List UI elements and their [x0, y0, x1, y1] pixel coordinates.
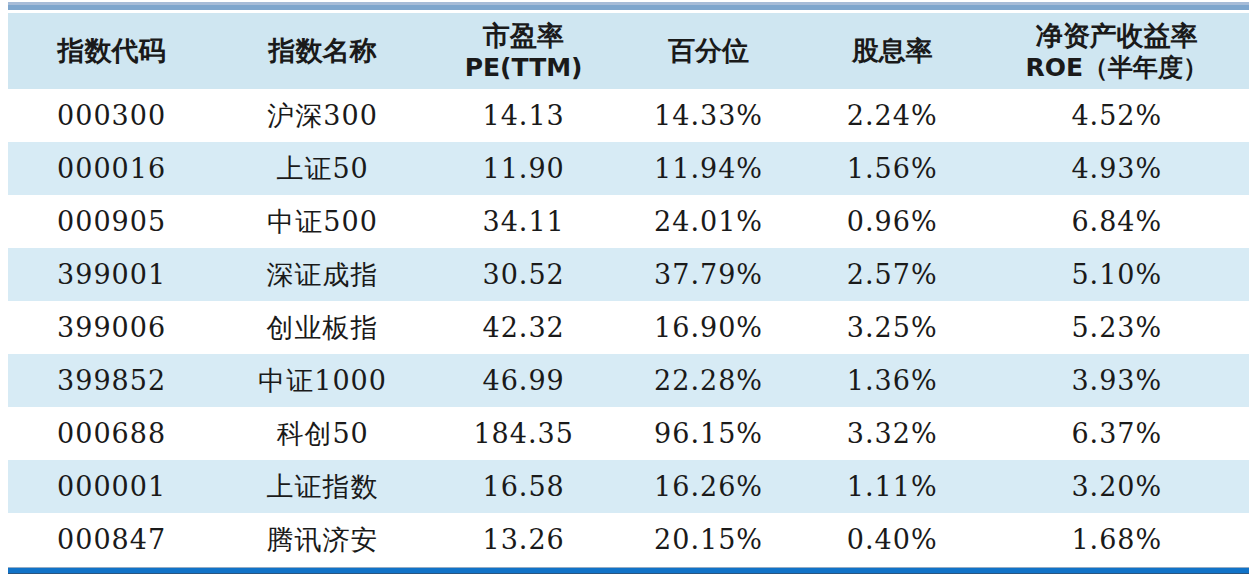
header-dividend-yield-label: 股息率	[852, 35, 933, 66]
table-header-row: 指数代码 指数名称 市盈率 PE(TTM) 百分位	[8, 13, 1249, 89]
pe-ttm-cell: 42.32	[430, 301, 617, 354]
index-code-cell: 399001	[8, 248, 215, 301]
index-code-cell: 000847	[8, 513, 215, 566]
dividend-yield-cell: 3.32%	[800, 407, 985, 460]
table-row: 000300沪深30014.1314.33%2.24%4.52%	[8, 89, 1249, 142]
index-name-cell: 创业板指	[215, 301, 430, 354]
index-name-cell: 科创50	[215, 407, 430, 460]
header-pe-ttm-subline: PE(TTM)	[430, 52, 617, 83]
header-index-code-label: 指数代码	[58, 35, 166, 66]
index-name-cell: 深证成指	[215, 248, 430, 301]
percentile-cell: 24.01%	[617, 195, 799, 248]
index-code-cell: 000905	[8, 195, 215, 248]
header-index-code: 指数代码	[8, 13, 215, 89]
table-row: 000016上证5011.9011.94%1.56%4.93%	[8, 142, 1249, 195]
table-body: 000300沪深30014.1314.33%2.24%4.52%000016上证…	[8, 89, 1249, 566]
pe-ttm-cell: 30.52	[430, 248, 617, 301]
roe-cell: 5.23%	[985, 301, 1249, 354]
pe-ttm-cell: 11.90	[430, 142, 617, 195]
index-name-cell: 沪深300	[215, 89, 430, 142]
pe-ttm-cell: 13.26	[430, 513, 617, 566]
index-valuation-table-page: 指数代码 指数名称 市盈率 PE(TTM) 百分位	[0, 0, 1257, 582]
roe-cell: 6.84%	[985, 195, 1249, 248]
roe-cell: 4.93%	[985, 142, 1249, 195]
dividend-yield-cell: 0.96%	[800, 195, 985, 248]
top-border-bar	[8, 2, 1249, 10]
bottom-border-bar	[8, 567, 1249, 574]
pe-ttm-cell: 46.99	[430, 354, 617, 407]
table-row: 000905中证50034.1124.01%0.96%6.84%	[8, 195, 1249, 248]
percentile-cell: 11.94%	[617, 142, 799, 195]
percentile-cell: 16.26%	[617, 460, 799, 513]
index-code-cell: 399852	[8, 354, 215, 407]
roe-cell: 6.37%	[985, 407, 1249, 460]
dividend-yield-cell: 1.56%	[800, 142, 985, 195]
roe-cell: 3.93%	[985, 354, 1249, 407]
percentile-cell: 37.79%	[617, 248, 799, 301]
header-index-name-label: 指数名称	[269, 35, 377, 66]
dividend-yield-cell: 1.36%	[800, 354, 985, 407]
index-name-cell: 中证500	[215, 195, 430, 248]
roe-cell: 1.68%	[985, 513, 1249, 566]
index-name-cell: 上证指数	[215, 460, 430, 513]
index-name-cell: 中证1000	[215, 354, 430, 407]
header-dividend-yield: 股息率	[800, 13, 985, 89]
dividend-yield-cell: 3.25%	[800, 301, 985, 354]
pe-ttm-cell: 34.11	[430, 195, 617, 248]
table-row: 000688科创50184.3596.15%3.32%6.37%	[8, 407, 1249, 460]
index-name-cell: 上证50	[215, 142, 430, 195]
percentile-cell: 96.15%	[617, 407, 799, 460]
table-wrapper: 指数代码 指数名称 市盈率 PE(TTM) 百分位	[8, 2, 1249, 574]
table-header: 指数代码 指数名称 市盈率 PE(TTM) 百分位	[8, 13, 1249, 89]
header-pe-ttm-label: 市盈率	[483, 20, 564, 51]
header-index-name: 指数名称	[215, 13, 430, 89]
header-roe-subline: ROE（半年度）	[985, 52, 1249, 83]
top-border-bar-main	[8, 5, 1249, 10]
percentile-cell: 22.28%	[617, 354, 799, 407]
index-name-cell: 腾讯济安	[215, 513, 430, 566]
index-code-cell: 399006	[8, 301, 215, 354]
header-roe: 净资产收益率 ROE（半年度）	[985, 13, 1249, 89]
percentile-cell: 14.33%	[617, 89, 799, 142]
header-percentile: 百分位	[617, 13, 799, 89]
table-row: 399852中证100046.9922.28%1.36%3.93%	[8, 354, 1249, 407]
index-code-cell: 000016	[8, 142, 215, 195]
index-code-cell: 000688	[8, 407, 215, 460]
roe-cell: 3.20%	[985, 460, 1249, 513]
dividend-yield-cell: 1.11%	[800, 460, 985, 513]
index-code-cell: 000300	[8, 89, 215, 142]
dividend-yield-cell: 0.40%	[800, 513, 985, 566]
roe-cell: 5.10%	[985, 248, 1249, 301]
table-row: 399001深证成指30.5237.79%2.57%5.10%	[8, 248, 1249, 301]
table-row: 000847腾讯济安13.2620.15%0.40%1.68%	[8, 513, 1249, 566]
pe-ttm-cell: 14.13	[430, 89, 617, 142]
header-percentile-label: 百分位	[668, 35, 749, 66]
dividend-yield-cell: 2.24%	[800, 89, 985, 142]
percentile-cell: 16.90%	[617, 301, 799, 354]
percentile-cell: 20.15%	[617, 513, 799, 566]
header-pe-ttm: 市盈率 PE(TTM)	[430, 13, 617, 89]
table-row: 000001上证指数16.5816.26%1.11%3.20%	[8, 460, 1249, 513]
header-roe-label: 净资产收益率	[1036, 20, 1198, 51]
index-valuation-table: 指数代码 指数名称 市盈率 PE(TTM) 百分位	[8, 13, 1249, 566]
dividend-yield-cell: 2.57%	[800, 248, 985, 301]
pe-ttm-cell: 184.35	[430, 407, 617, 460]
pe-ttm-cell: 16.58	[430, 460, 617, 513]
roe-cell: 4.52%	[985, 89, 1249, 142]
table-row: 399006创业板指42.3216.90%3.25%5.23%	[8, 301, 1249, 354]
index-code-cell: 000001	[8, 460, 215, 513]
